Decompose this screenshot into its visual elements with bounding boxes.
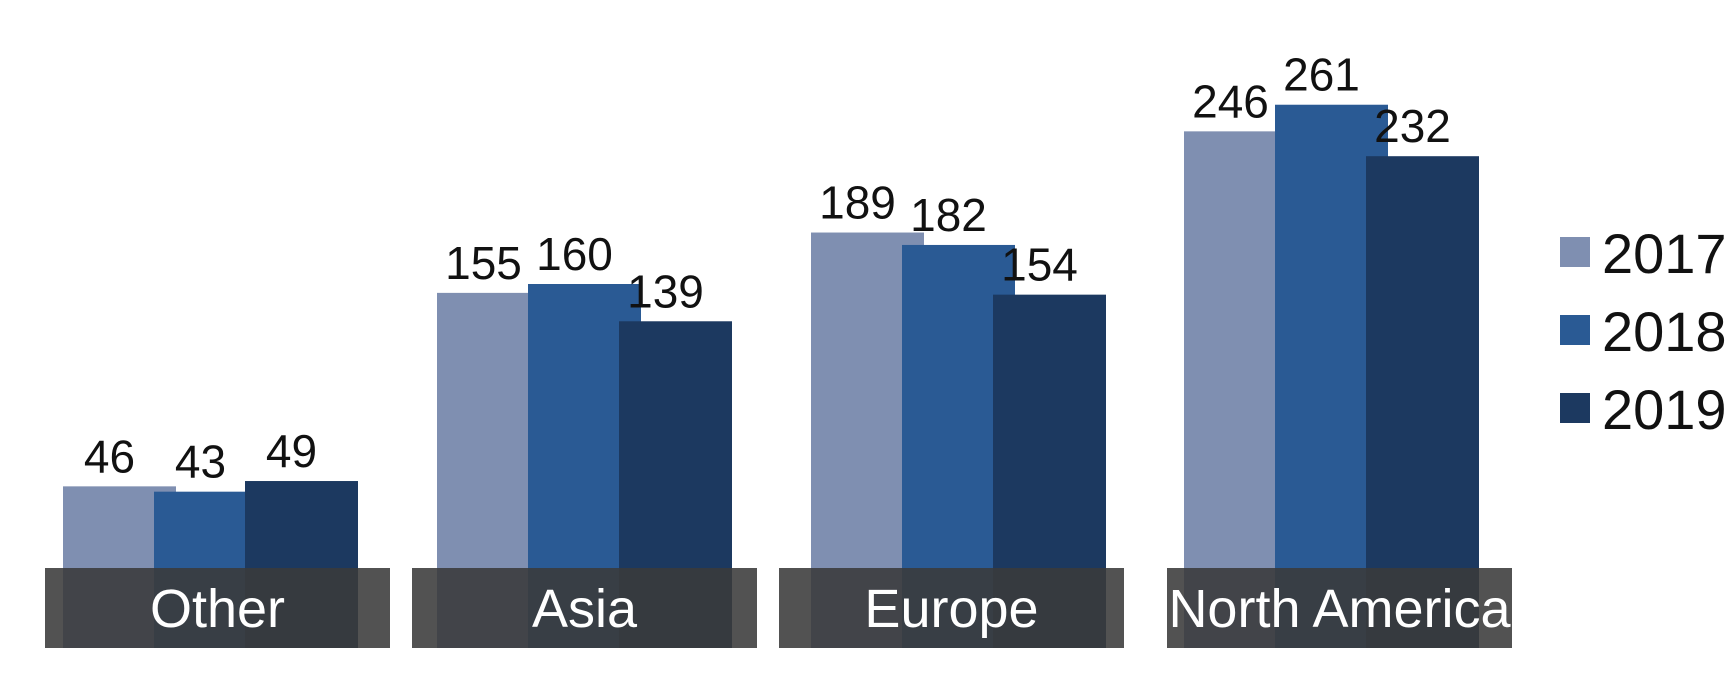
legend-label: 2019 [1602,378,1725,441]
category-band-north-america: North America [1167,568,1512,648]
legend-label: 2018 [1602,300,1725,363]
category-band-other: Other [45,568,390,648]
category-label: North America [1168,579,1511,639]
legend: 2017 2018 2019 [1560,222,1725,441]
legend-item-2019: 2019 [1560,378,1725,441]
data-label-north-america-2018: 261 [1283,49,1360,101]
legend-swatch [1560,237,1590,267]
data-label-other-2018: 43 [175,436,226,488]
category-label: Europe [864,579,1038,639]
legend-item-2017: 2017 [1560,222,1725,285]
legend-item-2018: 2018 [1560,300,1725,363]
bar-north-america-2019 [1366,156,1479,648]
category-label: Other [150,579,285,639]
data-label-asia-2017: 155 [445,237,522,289]
data-label-north-america-2019: 232 [1374,100,1451,152]
data-label-other-2017: 46 [84,430,135,482]
category-bands-layer: Other Asia Europe North America [45,568,1512,648]
category-band-bg [1167,568,1512,648]
data-label-europe-2019: 154 [1001,239,1078,291]
category-band-bg [412,568,757,648]
data-label-europe-2018: 182 [910,189,987,241]
legend-swatch [1560,315,1590,345]
category-band-asia: Asia [412,568,757,648]
category-band-bg [45,568,390,648]
category-band-europe: Europe [779,568,1124,648]
value-labels-layer: 46 43 49 155 160 139 189 182 154 246 261 232 [84,49,1451,488]
data-label-asia-2019: 139 [627,265,704,317]
category-label: Asia [532,579,638,639]
data-label-europe-2017: 189 [819,177,896,229]
legend-label: 2017 [1602,222,1725,285]
data-label-north-america-2017: 246 [1192,75,1269,127]
bars-layer [63,104,1479,649]
category-band-bg [779,568,1124,648]
legend-swatch [1560,393,1590,423]
data-label-asia-2018: 160 [536,228,613,280]
data-label-other-2019: 49 [266,425,317,477]
